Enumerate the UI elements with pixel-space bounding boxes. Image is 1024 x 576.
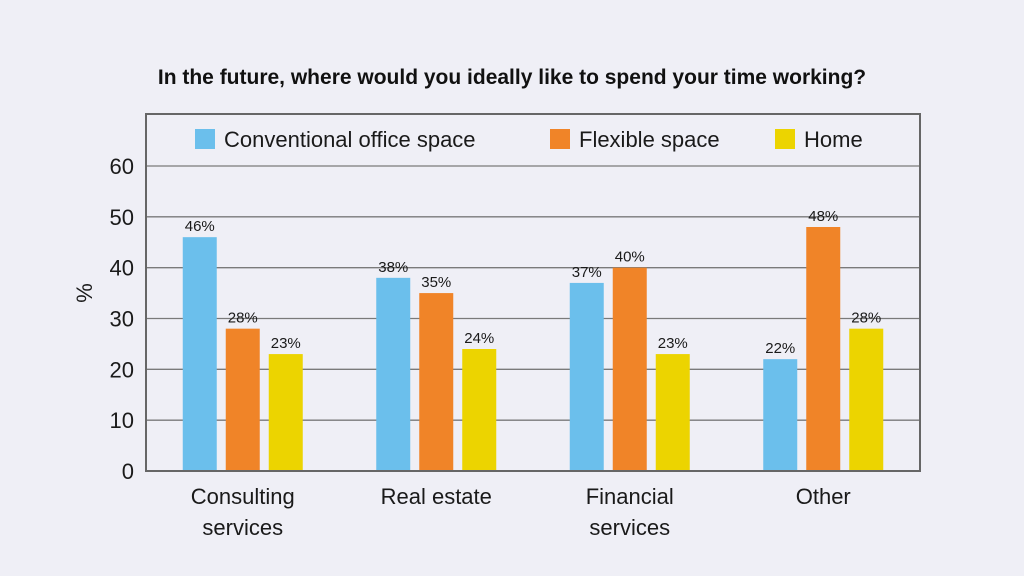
bar <box>419 293 454 471</box>
data-label: 38% <box>378 259 408 276</box>
bar <box>569 282 604 471</box>
data-label: 22% <box>765 340 795 357</box>
bar <box>655 354 690 471</box>
data-label: 37% <box>572 264 602 281</box>
bar <box>225 328 260 471</box>
y-tick-label: 30 <box>110 307 134 332</box>
data-label: 46% <box>185 218 215 235</box>
category-label: Consulting <box>191 484 295 509</box>
grid-lines <box>146 165 920 421</box>
y-axis-ticks: 0 10 20 30 40 50 60 <box>110 154 134 484</box>
plot-frame <box>145 113 921 472</box>
y-tick-label: 0 <box>122 459 134 484</box>
data-label: 23% <box>271 335 301 352</box>
legend-label: Home <box>804 127 863 152</box>
y-tick-label: 60 <box>110 154 134 179</box>
y-axis-title: % <box>72 283 97 303</box>
chart-title: In the future, where would you ideally l… <box>157 66 867 89</box>
bar <box>612 267 647 471</box>
bar <box>268 354 303 471</box>
data-label: 23% <box>658 335 688 352</box>
bar <box>849 328 884 471</box>
y-tick-label: 10 <box>110 408 134 433</box>
bar <box>806 227 841 471</box>
data-label: 40% <box>615 249 645 266</box>
bars <box>182 227 884 471</box>
category-label: Financial <box>586 484 674 509</box>
legend-swatch <box>775 129 795 149</box>
data-label: 28% <box>228 310 258 327</box>
legend-label: Flexible space <box>579 127 720 152</box>
bar <box>182 237 217 471</box>
bar <box>376 277 411 471</box>
category-label: Other <box>796 484 851 509</box>
bar <box>763 359 798 471</box>
y-tick-label: 40 <box>110 256 134 281</box>
y-tick-label: 20 <box>110 357 134 382</box>
legend: Conventional office space Flexible space H… <box>195 127 863 152</box>
category-label: Real estate <box>381 484 492 509</box>
data-label: 24% <box>464 330 494 347</box>
legend-swatch <box>550 129 570 149</box>
legend-label: Conventional office space <box>224 127 476 152</box>
data-labels: 46% 28% 23% 38% 35% 24% 37% 40% 23% 22% 48% 28% <box>185 208 882 357</box>
category-label: services <box>589 515 670 540</box>
legend-swatch <box>195 129 215 149</box>
y-tick-label: 50 <box>110 205 134 230</box>
data-label: 48% <box>808 208 838 225</box>
bar <box>462 349 497 471</box>
category-label: services <box>202 515 283 540</box>
data-label: 28% <box>851 310 881 327</box>
data-label: 35% <box>421 274 451 291</box>
x-axis-categories: Consulting services Real estate Financial se… <box>191 484 851 540</box>
